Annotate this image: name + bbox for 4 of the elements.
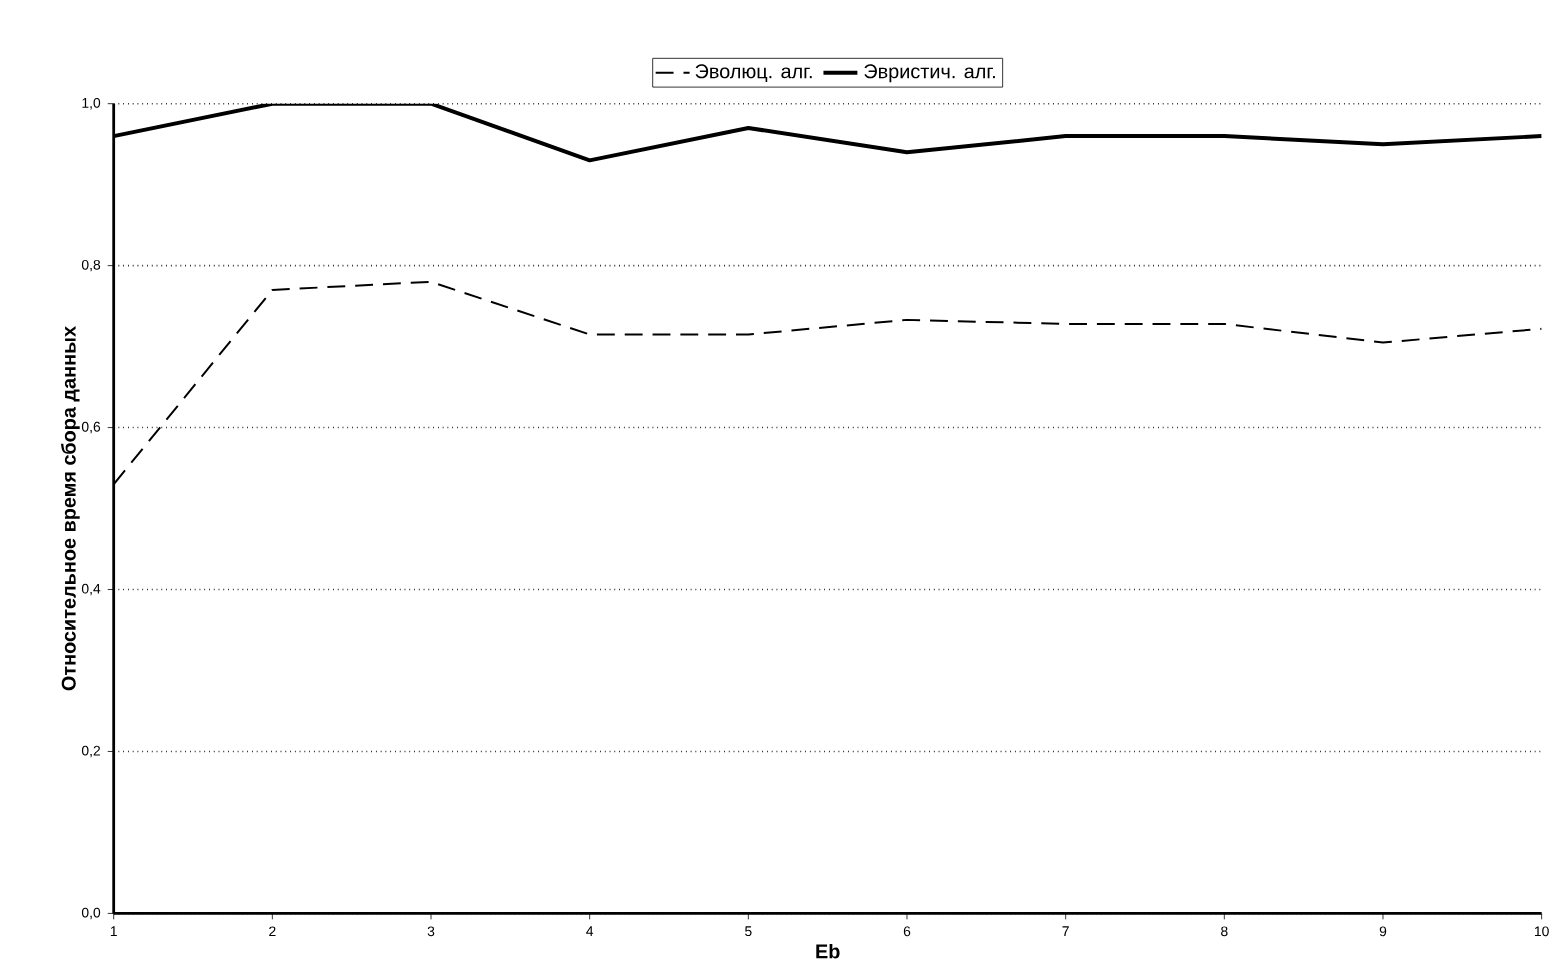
legend-label: Эволюц. алг. xyxy=(695,64,812,83)
y-axis-title: Относительное время сбора данных xyxy=(60,326,80,691)
legend-label: Эвристич. алг. xyxy=(864,64,995,83)
x-axis-title: Eb xyxy=(816,944,840,959)
